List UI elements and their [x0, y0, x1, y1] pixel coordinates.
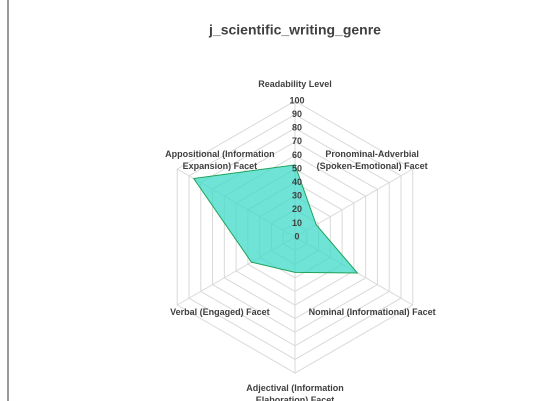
tick-label: 10 [292, 218, 302, 228]
axis-label: Appositional (Information Expansion) Face… [165, 149, 275, 171]
tick-label: 30 [292, 191, 302, 201]
tick-label: 70 [292, 136, 302, 146]
tick-label: 50 [292, 163, 302, 173]
axis-label: Readability Level [258, 79, 332, 89]
chart-title: j_scientific_writing_genre [208, 22, 381, 38]
tick-label: 90 [292, 109, 302, 119]
tick-label: 100 [289, 95, 304, 105]
series-area [192, 164, 359, 274]
axis-label: Pronominal-Adverbial (Spoken-Emotional) F… [317, 149, 428, 171]
tick-label: 80 [292, 123, 302, 133]
axis-label: Nominal (Informational) Facet [309, 307, 436, 317]
tick-label: 0 [294, 231, 299, 241]
axis-label: Verbal (Engaged) Facet [170, 307, 270, 317]
tick-label: 60 [292, 150, 302, 160]
tick-label: 20 [292, 204, 302, 214]
axis-label: Adjectival (Information Elaboration) Face… [246, 383, 344, 401]
tick-label: 40 [292, 177, 302, 187]
